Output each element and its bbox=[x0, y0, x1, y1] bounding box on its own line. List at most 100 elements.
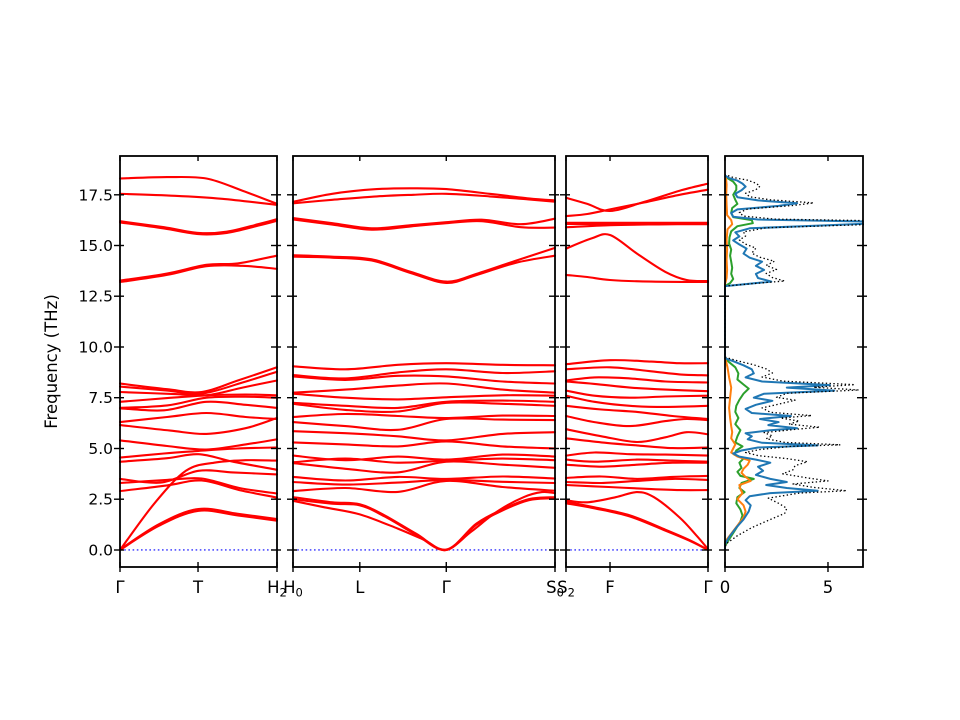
dos-total-curve bbox=[724, 173, 864, 551]
x-tick-label: 5 bbox=[823, 578, 834, 597]
phonon-band bbox=[565, 483, 709, 492]
y-tick-label: 10.0 bbox=[78, 338, 113, 356]
phonon-band bbox=[292, 187, 556, 203]
band-segment-2-xtick-labels: H0 L Γ S0 bbox=[283, 578, 564, 600]
phonon-band bbox=[119, 366, 278, 394]
phonon-band bbox=[292, 417, 556, 432]
phonon-band bbox=[119, 393, 278, 403]
phonon-band bbox=[119, 218, 278, 235]
band-segment-3 bbox=[565, 182, 709, 552]
phonon-band bbox=[292, 460, 556, 474]
phonon-band bbox=[565, 359, 709, 366]
phonon-band bbox=[119, 477, 278, 495]
y-tick-label: 2.5 bbox=[88, 491, 113, 509]
phonon-band bbox=[119, 254, 278, 282]
y-tick-label: 12.5 bbox=[78, 288, 113, 306]
phonon-band bbox=[119, 446, 278, 459]
phonon-band bbox=[119, 469, 278, 484]
band-segment-3-xtick-labels: S2 F Γ bbox=[557, 578, 713, 600]
phonon-band bbox=[292, 478, 556, 486]
phonon-band bbox=[119, 507, 278, 551]
x-tick-label: T bbox=[192, 578, 204, 597]
phonon-band bbox=[119, 175, 278, 205]
phonon-band bbox=[119, 264, 278, 284]
phonon-band bbox=[565, 477, 709, 485]
x-tick-label: H2 bbox=[267, 578, 287, 600]
y-tick-label: 17.5 bbox=[78, 186, 113, 204]
phonon-band bbox=[565, 182, 709, 213]
phonon-band bbox=[565, 273, 709, 284]
band-segment-1 bbox=[119, 175, 278, 552]
phonon-band bbox=[565, 376, 709, 384]
dos-partial-blue-curve bbox=[724, 174, 864, 550]
y-tick-label: 15.0 bbox=[78, 237, 113, 255]
phonon-band bbox=[292, 479, 556, 494]
dos-panel-frame bbox=[724, 155, 864, 568]
phonon-band bbox=[119, 479, 278, 499]
band-segment-1-xtick-labels: Γ T H2 bbox=[115, 578, 286, 600]
phonon-band bbox=[292, 475, 556, 482]
band-segment-1-frame bbox=[119, 155, 278, 568]
phonon-band bbox=[119, 459, 278, 552]
phonon-band bbox=[119, 192, 278, 206]
phonon-band bbox=[292, 457, 556, 464]
phonon-band bbox=[565, 404, 709, 421]
phonon-band bbox=[565, 428, 709, 444]
phonon-band bbox=[119, 219, 278, 236]
phonon-band bbox=[565, 223, 709, 229]
band-segment-2-frame bbox=[292, 155, 556, 568]
x-tick-label: S0 bbox=[546, 578, 564, 600]
phonon-band bbox=[565, 414, 709, 428]
x-tick-label: H0 bbox=[283, 578, 303, 600]
y-tick-label: 7.5 bbox=[88, 389, 113, 407]
phonon-band bbox=[292, 440, 556, 450]
phonon-band bbox=[119, 453, 278, 471]
dos-panel-axes bbox=[719, 155, 867, 572]
phonon-band bbox=[119, 400, 278, 412]
phonon-band bbox=[292, 490, 556, 552]
phonon-band bbox=[119, 411, 278, 424]
phonon-band bbox=[292, 430, 556, 442]
phonon-band bbox=[565, 188, 709, 218]
phonon-band bbox=[565, 394, 709, 408]
phonon-band bbox=[565, 380, 709, 393]
dos-panel bbox=[724, 173, 864, 551]
phonon-band bbox=[119, 509, 278, 552]
band-segment-3-frame bbox=[565, 155, 709, 568]
phonon-band bbox=[565, 474, 709, 480]
phonon-band bbox=[292, 382, 556, 394]
dos-partial-orange-curve bbox=[724, 175, 752, 550]
phonon-band bbox=[292, 217, 556, 230]
phonon-band bbox=[565, 451, 709, 457]
x-tick-label: F bbox=[605, 578, 615, 597]
phonon-band bbox=[292, 362, 556, 371]
band-segment-2-axes bbox=[287, 155, 559, 572]
phonon-band bbox=[565, 233, 709, 283]
phonon-band bbox=[292, 218, 556, 231]
x-tick-label: Γ bbox=[442, 578, 452, 597]
y-tick-label: 5.0 bbox=[88, 440, 113, 458]
phonon-band bbox=[565, 366, 709, 377]
phonon-band bbox=[565, 458, 709, 463]
phonon-band bbox=[565, 491, 709, 551]
y-axis: 0.0 2.5 5.0 7.5 10.0 12.5 15.0 17.5 Frequency (T… bbox=[42, 186, 113, 559]
phonon-band bbox=[119, 370, 278, 396]
phonon-band bbox=[565, 502, 709, 552]
phonon-band bbox=[292, 497, 556, 552]
phonon-band bbox=[292, 392, 556, 401]
phonon-band bbox=[292, 192, 556, 205]
phonon-band bbox=[565, 461, 709, 468]
band-segment-1-axes bbox=[114, 155, 281, 572]
x-tick-label: Γ bbox=[703, 578, 713, 597]
phonon-band bbox=[292, 254, 556, 284]
x-tick-label: 0 bbox=[720, 578, 731, 597]
y-axis-title: Frequency (THz) bbox=[42, 294, 61, 429]
phonon-band bbox=[292, 374, 556, 385]
phonon-band bbox=[292, 368, 556, 380]
phonon-band bbox=[292, 453, 556, 462]
phonon-band bbox=[119, 395, 278, 409]
phonon-band bbox=[119, 416, 278, 435]
